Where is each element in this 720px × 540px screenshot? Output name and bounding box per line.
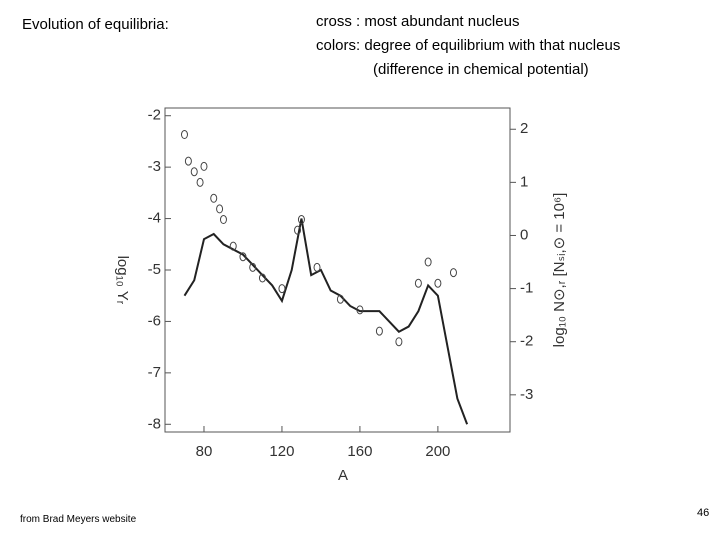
marker — [229, 241, 237, 251]
x-tick-label: 160 — [347, 443, 372, 460]
data-line — [183, 218, 469, 425]
y2-tick-label: 2 — [520, 120, 528, 137]
y2-tick-label: -3 — [520, 386, 533, 403]
y2-tick-label: 1 — [520, 173, 528, 190]
plot-frame — [164, 107, 511, 433]
marker — [200, 161, 208, 171]
marker — [278, 284, 286, 294]
marker — [356, 305, 364, 315]
y-axis-label: log₁₀ Yᵣ — [114, 256, 131, 305]
y-tick-label: -2 — [148, 107, 161, 124]
x-tick-label: 200 — [425, 443, 450, 460]
marker — [414, 278, 422, 288]
y-tick-label: -7 — [148, 364, 161, 381]
y-tick-label: -8 — [148, 415, 161, 432]
marker — [297, 215, 305, 225]
marker — [449, 268, 457, 278]
marker — [258, 273, 266, 283]
marker — [336, 294, 344, 304]
marker — [313, 262, 321, 272]
marker — [184, 156, 192, 166]
note: cross : most abundant nucleus — [316, 13, 520, 30]
y2-tick-label: -1 — [520, 280, 533, 297]
marker — [294, 225, 302, 235]
note: colors: degree of equilibrium with that … — [316, 37, 621, 54]
y-tick-label: -4 — [148, 210, 161, 227]
note: (difference in chemical potential) — [373, 61, 589, 78]
marker — [196, 177, 204, 187]
marker — [424, 257, 432, 267]
y-tick-label: -5 — [148, 261, 161, 278]
marker — [239, 252, 247, 262]
y-tick-label: -6 — [148, 312, 161, 329]
marker — [219, 215, 227, 225]
y2-tick-label: 0 — [520, 226, 528, 243]
marker — [216, 204, 224, 214]
x-tick-label: 80 — [196, 443, 213, 460]
marker — [180, 130, 188, 140]
y2-tick-label: -2 — [520, 333, 533, 350]
x-axis-label: A — [338, 467, 348, 484]
x-tick-label: 120 — [269, 443, 294, 460]
slide-title: Evolution of equilibria: — [22, 16, 169, 33]
marker — [249, 262, 257, 272]
y2-axis-label: log₁₀ N⊙,ᵣ [Nₛᵢ,⊙ = 10⁶] — [551, 193, 568, 348]
marker — [375, 326, 383, 336]
source: from Brad Meyers website — [20, 514, 137, 525]
marker — [190, 167, 198, 177]
page-number: 46 — [697, 507, 710, 519]
marker — [210, 193, 218, 203]
y-tick-label: -3 — [148, 158, 161, 175]
marker — [395, 337, 403, 347]
marker — [434, 278, 442, 288]
